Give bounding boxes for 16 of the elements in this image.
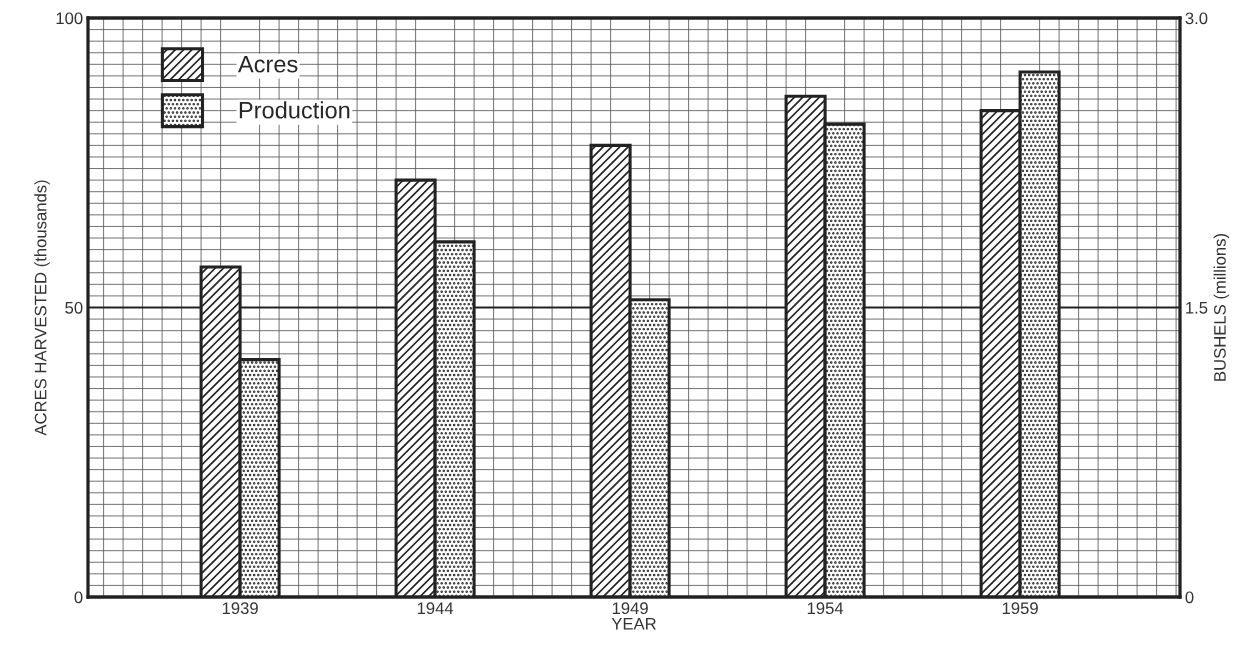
legend-label: Acres bbox=[237, 56, 298, 73]
y-tick-label: 50 bbox=[65, 301, 83, 314]
x-tick-label: 1954 bbox=[807, 602, 844, 615]
y2-tick-label: 3.0 bbox=[1185, 12, 1208, 25]
y-axis-title: ACRES HARVESTED (thousands) bbox=[34, 180, 50, 436]
x-tick-label: 1939 bbox=[222, 602, 258, 615]
y-tick-label: 100 bbox=[56, 12, 83, 25]
y2-tick-label: 1.5 bbox=[1186, 302, 1208, 314]
y-tick-label: 0 bbox=[74, 591, 83, 604]
x-tick-label: 1959 bbox=[1002, 602, 1038, 615]
x-tick-label: 1944 bbox=[417, 602, 454, 615]
x-tick-label: 1949 bbox=[612, 602, 648, 615]
y2-axis-title: BUSHELS (millions) bbox=[1213, 233, 1230, 381]
legend-label: Production bbox=[239, 101, 350, 119]
y2-tick-label: 0 bbox=[1185, 591, 1194, 604]
x-axis-title: YEAR bbox=[611, 618, 656, 630]
